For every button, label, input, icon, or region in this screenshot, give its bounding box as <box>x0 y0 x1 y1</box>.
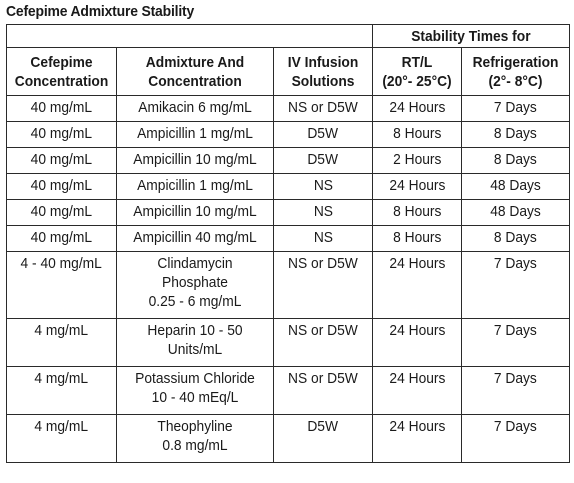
stability-table: Stability Times for Cefepime Concentratio… <box>5 24 571 463</box>
cell-solution: NS <box>272 199 374 226</box>
cell-concentration: 40 mg/mL <box>6 173 117 200</box>
column-header-concentration: Cefepime Concentration <box>6 47 117 96</box>
cell-admixture: Ampicillin 1 mg/mL <box>116 173 274 200</box>
cell-refrigeration: 48 Days <box>461 199 571 226</box>
cell-concentration: 40 mg/mL <box>6 199 117 226</box>
cell-solution: NS or D5W <box>272 95 374 122</box>
column-header-refrigeration: Refrigeration (2°- 8°C) <box>461 47 571 96</box>
table-row: 40 mg/mL Ampicillin 1 mg/mL NS 24 Hours … <box>6 173 571 200</box>
cell-admixture: Potassium Chloride 10 - 40 mEq/L <box>116 366 274 415</box>
cell-solution: D5W <box>272 147 374 174</box>
cell-room-temp: 24 Hours <box>372 251 463 319</box>
stability-group-header: Stability Times for <box>372 24 571 48</box>
cell-refrigeration: 7 Days <box>461 251 571 319</box>
cell-admixture: Amikacin 6 mg/mL <box>116 95 274 122</box>
cell-admixture: Theophyline 0.8 mg/mL <box>116 414 274 463</box>
cell-concentration: 4 mg/mL <box>6 318 117 367</box>
cell-admixture: Heparin 10 - 50 Units/mL <box>116 318 274 367</box>
column-header-solutions: IV Infusion Solutions <box>272 47 374 96</box>
cell-refrigeration: 7 Days <box>461 95 571 122</box>
table-row: 40 mg/mL Ampicillin 10 mg/mL D5W 2 Hours… <box>6 147 571 174</box>
cell-refrigeration: 48 Days <box>461 173 571 200</box>
cell-concentration: 4 mg/mL <box>6 414 117 463</box>
cell-solution: NS <box>272 225 374 252</box>
cell-concentration: 40 mg/mL <box>6 225 117 252</box>
cell-room-temp: 2 Hours <box>372 147 463 174</box>
header-spacer <box>5 24 374 48</box>
table-row: 40 mg/mL Ampicillin 40 mg/mL NS 8 Hours … <box>6 225 571 252</box>
column-header-room-temp: RT/L (20°- 25°C) <box>372 47 463 96</box>
cell-room-temp: 24 Hours <box>372 414 463 463</box>
cell-solution: NS <box>272 173 374 200</box>
cell-solution: D5W <box>272 414 374 463</box>
cell-admixture: Ampicillin 10 mg/mL <box>116 147 274 174</box>
cell-solution: NS or D5W <box>272 366 374 415</box>
table-row: 4 - 40 mg/mL Clindamycin Phosphate 0.25 - … <box>6 251 571 319</box>
column-header-row: Cefepime Concentration Admixture And Conce… <box>6 47 571 96</box>
cell-refrigeration: 8 Days <box>461 225 571 252</box>
cell-admixture: Ampicillin 40 mg/mL <box>116 225 274 252</box>
cell-room-temp: 8 Hours <box>372 199 463 226</box>
cell-room-temp: 24 Hours <box>372 318 463 367</box>
table-row: 4 mg/mL Potassium Chloride 10 - 40 mEq/L … <box>6 366 571 415</box>
table-row: 40 mg/mL Amikacin 6 mg/mL NS or D5W 24 H… <box>6 95 571 122</box>
table-row: 4 mg/mL Theophyline 0.8 mg/mL D5W 24 Hour… <box>6 414 571 463</box>
column-header-admixture: Admixture And Concentration <box>116 47 274 96</box>
cell-concentration: 4 - 40 mg/mL <box>6 251 117 319</box>
cell-solution: NS or D5W <box>272 318 374 367</box>
cell-refrigeration: 7 Days <box>461 318 571 367</box>
cell-concentration: 40 mg/mL <box>6 147 117 174</box>
cell-room-temp: 8 Hours <box>372 121 463 148</box>
cell-room-temp: 24 Hours <box>372 95 463 122</box>
cell-admixture: Ampicillin 1 mg/mL <box>116 121 274 148</box>
page-title: Cefepime Admixture Stability <box>6 3 195 20</box>
cell-room-temp: 24 Hours <box>372 173 463 200</box>
cell-admixture: Clindamycin Phosphate 0.25 - 6 mg/mL <box>116 251 274 319</box>
table-row: 40 mg/mL Ampicillin 10 mg/mL NS 8 Hours … <box>6 199 571 226</box>
cell-concentration: 40 mg/mL <box>6 95 117 122</box>
cell-refrigeration: 7 Days <box>461 366 571 415</box>
cell-concentration: 40 mg/mL <box>6 121 117 148</box>
cell-solution: NS or D5W <box>272 251 374 319</box>
cell-refrigeration: 8 Days <box>461 121 571 148</box>
cell-admixture: Ampicillin 10 mg/mL <box>116 199 274 226</box>
cell-concentration: 4 mg/mL <box>6 366 117 415</box>
cell-solution: D5W <box>272 121 374 148</box>
cell-refrigeration: 8 Days <box>461 147 571 174</box>
cell-room-temp: 8 Hours <box>372 225 463 252</box>
table-row: 4 mg/mL Heparin 10 - 50 Units/mL NS or D5… <box>6 318 571 367</box>
cell-room-temp: 24 Hours <box>372 366 463 415</box>
table-row: 40 mg/mL Ampicillin 1 mg/mL D5W 8 Hours … <box>6 121 571 148</box>
cell-refrigeration: 7 Days <box>461 414 571 463</box>
